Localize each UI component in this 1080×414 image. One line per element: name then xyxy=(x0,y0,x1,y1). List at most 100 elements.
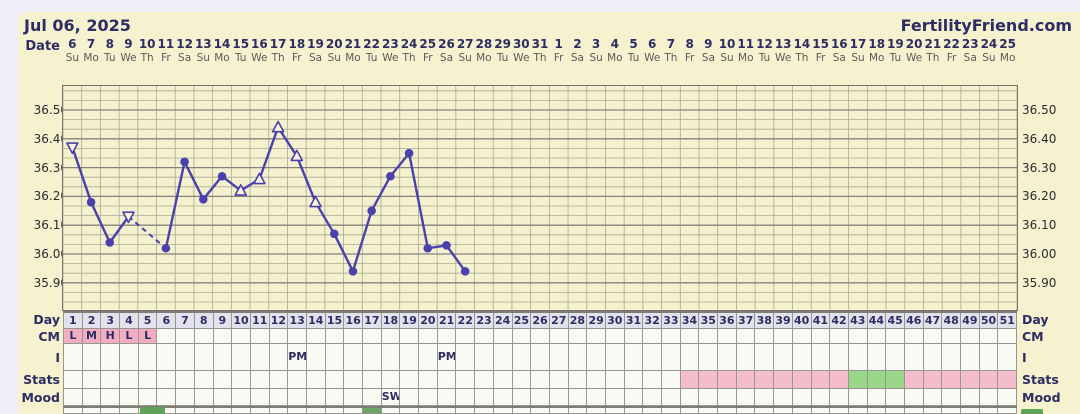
i-cell[interactable] xyxy=(232,344,251,370)
day-number-cell[interactable]: 23 xyxy=(475,313,494,328)
day-number-cell[interactable]: 29 xyxy=(587,313,606,328)
mood-cell[interactable] xyxy=(792,389,812,405)
i-cell[interactable] xyxy=(400,344,420,370)
mood-cell[interactable] xyxy=(531,389,550,405)
day-number-cell[interactable]: 14 xyxy=(306,313,326,328)
mood-cell[interactable] xyxy=(886,389,905,405)
cm-cell[interactable] xyxy=(400,329,420,343)
mood-cell[interactable] xyxy=(680,389,700,405)
mood-cell[interactable] xyxy=(942,389,961,405)
day-number-cell[interactable]: 41 xyxy=(811,313,831,328)
mood-cell[interactable] xyxy=(101,389,121,405)
cm-cell[interactable] xyxy=(774,329,793,343)
day-number-cell[interactable]: 7 xyxy=(176,313,195,328)
mood-cell[interactable] xyxy=(194,389,214,405)
i-cell[interactable] xyxy=(306,344,326,370)
i-cell[interactable] xyxy=(904,344,924,370)
mood-cell[interactable] xyxy=(306,389,326,405)
i-cell[interactable] xyxy=(456,344,476,370)
cm-cell[interactable] xyxy=(456,329,476,343)
day-number-cell[interactable]: 10 xyxy=(232,313,251,328)
cm-cell[interactable] xyxy=(942,329,961,343)
day-number-cell[interactable]: 39 xyxy=(774,313,793,328)
i-cell[interactable] xyxy=(718,344,737,370)
i-cell[interactable] xyxy=(830,344,849,370)
cm-cell[interactable] xyxy=(288,329,307,343)
cm-cell[interactable] xyxy=(381,329,401,343)
cm-menses-cell[interactable]: L xyxy=(120,329,139,343)
mood-cell[interactable] xyxy=(662,389,681,405)
day-number-cell[interactable]: 25 xyxy=(512,313,532,328)
cm-menses-cell[interactable]: L xyxy=(64,329,83,343)
day-number-cell[interactable]: 21 xyxy=(437,313,457,328)
mood-cell[interactable] xyxy=(269,389,289,405)
cm-cell[interactable] xyxy=(736,329,756,343)
day-number-cell[interactable]: 20 xyxy=(419,313,438,328)
day-number-cell[interactable]: 22 xyxy=(456,313,476,328)
day-number-cell[interactable]: 9 xyxy=(213,313,233,328)
cm-cell[interactable] xyxy=(587,329,606,343)
cm-cell[interactable] xyxy=(848,329,868,343)
cm-cell[interactable] xyxy=(886,329,905,343)
i-cell[interactable] xyxy=(82,344,102,370)
cm-cell[interactable] xyxy=(904,329,924,343)
i-cell[interactable] xyxy=(736,344,756,370)
cm-cell[interactable] xyxy=(792,329,812,343)
mood-cell[interactable] xyxy=(699,389,719,405)
i-cell[interactable] xyxy=(811,344,831,370)
day-number-cell[interactable]: 38 xyxy=(755,313,775,328)
mood-cell[interactable] xyxy=(923,389,943,405)
cm-menses-cell[interactable]: M xyxy=(82,329,102,343)
i-cell[interactable] xyxy=(867,344,887,370)
cm-cell[interactable] xyxy=(531,329,550,343)
intercourse-cell[interactable]: PM xyxy=(437,344,457,370)
cm-cell[interactable] xyxy=(998,329,1018,343)
i-cell[interactable] xyxy=(269,344,289,370)
cm-menses-cell[interactable]: L xyxy=(138,329,158,343)
day-number-cell[interactable]: 8 xyxy=(194,313,214,328)
mood-cell[interactable] xyxy=(400,389,420,405)
cm-cell[interactable] xyxy=(419,329,438,343)
i-cell[interactable] xyxy=(568,344,588,370)
day-number-cell[interactable]: 16 xyxy=(344,313,363,328)
mood-cell[interactable] xyxy=(325,389,345,405)
mood-cell[interactable] xyxy=(419,389,438,405)
cm-cell[interactable] xyxy=(718,329,737,343)
i-cell[interactable] xyxy=(774,344,793,370)
day-number-cell[interactable]: 3 xyxy=(101,313,121,328)
day-number-cell[interactable]: 49 xyxy=(961,313,980,328)
i-cell[interactable] xyxy=(587,344,606,370)
day-number-cell[interactable]: 24 xyxy=(493,313,513,328)
cm-cell[interactable] xyxy=(306,329,326,343)
day-number-cell[interactable]: 5 xyxy=(138,313,158,328)
i-cell[interactable] xyxy=(475,344,494,370)
i-cell[interactable] xyxy=(120,344,139,370)
i-cell[interactable] xyxy=(419,344,438,370)
cm-cell[interactable] xyxy=(437,329,457,343)
brand-link[interactable]: FertilityFriend.com xyxy=(900,16,1072,35)
mood-cell[interactable] xyxy=(830,389,849,405)
day-number-cell[interactable]: 11 xyxy=(250,313,270,328)
i-cell[interactable] xyxy=(325,344,345,370)
cm-cell[interactable] xyxy=(867,329,887,343)
mood-cell[interactable] xyxy=(867,389,887,405)
i-cell[interactable] xyxy=(493,344,513,370)
cm-cell[interactable] xyxy=(213,329,233,343)
i-cell[interactable] xyxy=(213,344,233,370)
cm-cell[interactable] xyxy=(923,329,943,343)
cm-cell[interactable] xyxy=(961,329,980,343)
day-number-cell[interactable]: 4 xyxy=(120,313,139,328)
day-number-cell[interactable]: 18 xyxy=(381,313,401,328)
mood-cell[interactable] xyxy=(120,389,139,405)
i-cell[interactable] xyxy=(923,344,943,370)
mood-cell[interactable] xyxy=(643,389,662,405)
i-cell[interactable] xyxy=(344,344,363,370)
day-number-cell[interactable]: 15 xyxy=(325,313,345,328)
day-number-cell[interactable]: 45 xyxy=(886,313,905,328)
cm-cell[interactable] xyxy=(662,329,681,343)
day-number-cell[interactable]: 17 xyxy=(363,313,382,328)
i-cell[interactable] xyxy=(755,344,775,370)
cm-cell[interactable] xyxy=(830,329,849,343)
mood-cell[interactable] xyxy=(848,389,868,405)
i-cell[interactable] xyxy=(138,344,158,370)
